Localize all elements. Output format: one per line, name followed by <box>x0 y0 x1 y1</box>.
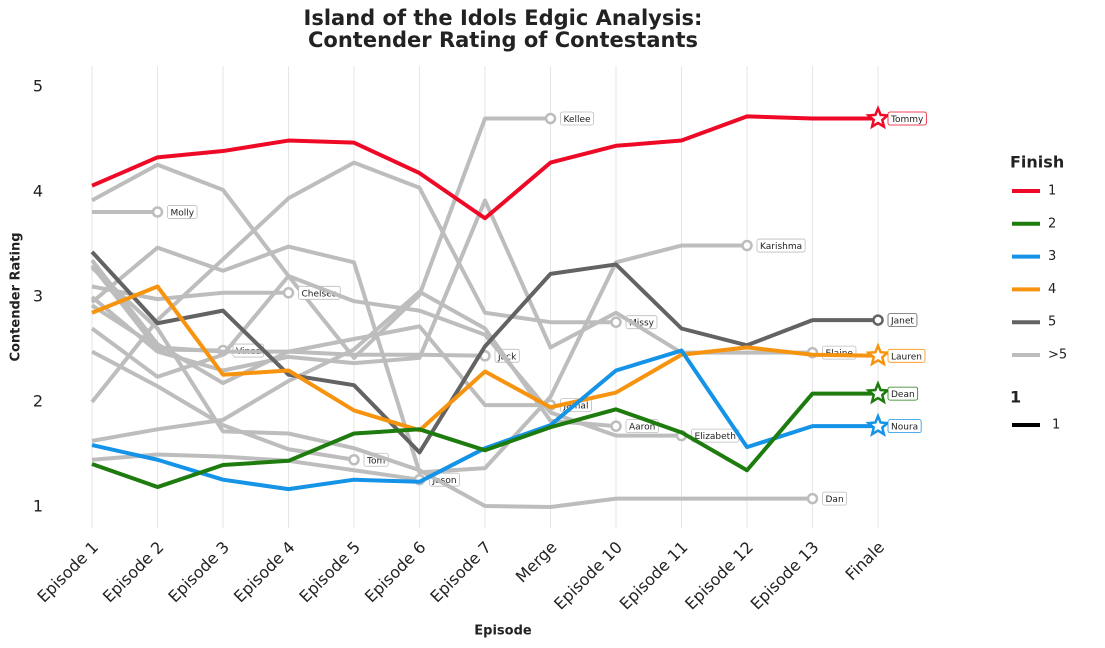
series-line <box>91 284 289 302</box>
series-line <box>90 250 878 455</box>
y-axis-label: Contender Rating <box>9 232 24 361</box>
label-box <box>887 348 926 363</box>
x-tick-label: Episode 4 <box>230 538 299 607</box>
series-label: Janet <box>890 317 914 327</box>
series-line <box>91 116 551 360</box>
series-label: Aaron <box>629 423 655 433</box>
x-tick-label: Episode 10 <box>550 538 626 614</box>
series-label: Dan <box>826 495 844 505</box>
series-label: Jason <box>432 476 457 486</box>
legend-label: >5 <box>1048 348 1067 363</box>
series-label: Lauren <box>891 352 922 362</box>
label-box <box>167 205 198 219</box>
legend-label: 2 <box>1048 216 1056 231</box>
series-line <box>91 114 878 221</box>
end-marker <box>610 420 622 432</box>
x-tick-label: Finale <box>842 538 888 584</box>
legend-label: 3 <box>1048 249 1056 264</box>
end-marker <box>544 112 557 125</box>
legend-label: 1 <box>1048 184 1056 199</box>
label-box <box>887 111 927 126</box>
x-tick-label: Merge <box>512 538 561 587</box>
end-marker <box>865 105 891 130</box>
series-label: Tommy <box>890 115 924 125</box>
series-label: Elizabeth <box>695 432 736 442</box>
legend-label: 4 <box>1048 282 1056 297</box>
series-label: Tom <box>366 456 385 466</box>
end-marker <box>872 314 884 326</box>
label-box <box>756 238 806 253</box>
x-tick-label: Episode 11 <box>616 538 692 614</box>
end-marker <box>865 412 891 437</box>
series-line <box>90 274 682 438</box>
x-tick-label: Episode 5 <box>295 538 364 607</box>
end-marker <box>348 454 360 466</box>
series-line <box>91 391 878 490</box>
legend-title: 1 <box>1010 388 1021 407</box>
series-label: Missy <box>629 319 655 329</box>
y-tick-label: 1 <box>33 497 43 516</box>
end-marker <box>741 239 753 252</box>
x-tick-label: Episode 12 <box>681 538 757 614</box>
label-box <box>887 419 922 434</box>
series-line <box>91 289 617 443</box>
y-tick-label: 2 <box>33 392 43 411</box>
y-tick-label: 4 <box>33 182 43 201</box>
series-label: Chelsea <box>302 289 338 299</box>
label-box <box>887 386 919 401</box>
legend-label: 1 <box>1052 418 1060 433</box>
series-line <box>90 160 616 404</box>
label-box <box>887 313 918 328</box>
legend-title: Finish <box>1010 153 1064 172</box>
series-label: Noura <box>891 423 918 433</box>
x-tick-label: Episode 13 <box>747 538 823 614</box>
series-label: Molly <box>171 208 195 218</box>
series-label: Dean <box>891 390 915 400</box>
end-marker <box>610 316 622 328</box>
series-label: Karishma <box>760 242 802 252</box>
x-tick-label: Episode 7 <box>426 538 495 607</box>
legend-label: 5 <box>1048 315 1056 330</box>
end-marker <box>865 380 891 405</box>
y-tick-label: 5 <box>33 77 43 96</box>
x-tick-label: Episode 3 <box>164 538 233 607</box>
y-tick-label: 3 <box>33 287 43 306</box>
x-tick-label: Episode 1 <box>33 538 102 607</box>
series-label: Kellee <box>564 115 592 125</box>
end-marker <box>806 492 819 505</box>
series-line <box>91 284 879 433</box>
x-tick-label: Episode 2 <box>99 538 168 607</box>
x-tick-label: Episode 6 <box>361 538 430 607</box>
label-box <box>560 111 594 126</box>
end-marker <box>282 287 295 299</box>
label-box <box>429 472 460 487</box>
x-axis-label: Episode <box>474 624 532 639</box>
chart-subtitle: Contender Rating of Contestants <box>308 28 698 52</box>
series-line <box>90 266 813 509</box>
end-marker <box>151 206 164 218</box>
label-box <box>822 491 848 506</box>
end-marker <box>865 342 891 367</box>
chart-title: Island of the Idols Edgic Analysis: <box>304 6 703 30</box>
